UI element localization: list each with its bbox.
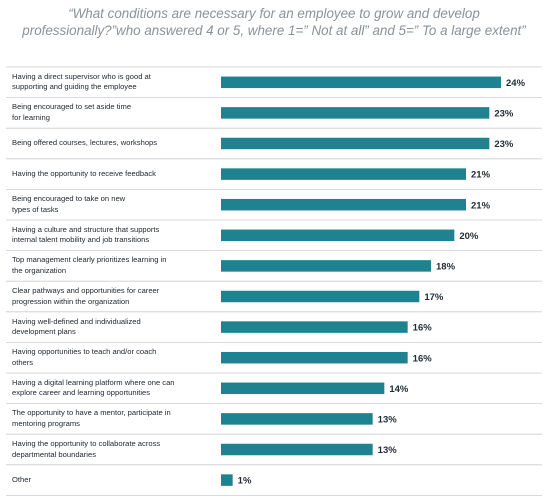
category-label-line: development plans [12, 327, 76, 337]
bar [221, 474, 233, 486]
category-label: Clear pathways and opportunities for car… [12, 286, 212, 307]
category-label-line: Having the opportunity to collaborate ac… [12, 439, 161, 448]
bar-value-label: 18% [436, 262, 456, 273]
bar-value-label: 13% [378, 445, 398, 456]
bar [221, 107, 490, 119]
chart-title: “What conditions are necessary for an em… [0, 5, 548, 39]
bar-value-label: 16% [413, 323, 433, 334]
chart-title-line-1: “What conditions are necessary for an em… [68, 6, 480, 21]
bar-value-label: 24% [506, 78, 526, 89]
category-label: Having opportunities to teach and/or coa… [12, 347, 212, 368]
bar [221, 76, 501, 89]
category-label-line: the organization [12, 265, 67, 275]
bar [221, 443, 373, 456]
category-label-line: departmental boundaries [12, 449, 97, 459]
bar-value-label: 1% [238, 476, 252, 487]
category-label: Having a direct supervisor who is good a… [12, 72, 212, 93]
category-label: The opportunity to have a mentor, partic… [12, 408, 212, 429]
bar-value-label: 13% [378, 415, 398, 426]
category-label: Having well-defined and individualized de… [12, 317, 212, 338]
category-label: Being offered courses, lectures, worksho… [12, 138, 212, 149]
bar-value-label: 23% [494, 139, 514, 150]
category-label-line: Other [12, 474, 31, 484]
category-label-line: Having a digital learning platform where… [12, 377, 175, 387]
category-label-line: types of tasks [12, 204, 59, 214]
bar [221, 229, 455, 242]
category-label-line: Having well-defined and individualized [12, 316, 141, 326]
category-label-line: Having a culture and structure that supp… [12, 224, 160, 234]
category-label: Having the opportunity to collaborate ac… [12, 439, 212, 460]
chart-title-line-2: professionally?”who answered 4 or 5, whe… [22, 23, 526, 38]
category-label-line: others [12, 357, 34, 367]
bar-value-label: 21% [471, 200, 491, 211]
category-label-line: mentoring programs [12, 418, 80, 428]
category-label: Being encouraged to take on new types of … [12, 194, 212, 215]
bar [221, 137, 490, 150]
bar [221, 351, 408, 364]
category-label-line: Having the opportunity to receive feedba… [12, 168, 156, 178]
category-label: Other [12, 475, 212, 486]
category-label-line: progression within the organization [12, 296, 130, 306]
bar [221, 382, 385, 395]
category-label-line: supporting and guiding the employee [12, 82, 137, 92]
bar-value-label: 14% [389, 384, 409, 395]
category-label-line: Being encouraged to set aside time [12, 102, 132, 112]
category-label: Having a digital learning platform where… [12, 378, 212, 399]
bar [221, 260, 431, 272]
bar [221, 413, 373, 425]
bar [221, 321, 408, 333]
bar [221, 290, 420, 303]
category-label-line: internal talent mobility and job transit… [12, 235, 150, 245]
bar-value-label: 17% [424, 292, 444, 303]
category-label: Top management clearly prioritizes learn… [12, 255, 212, 276]
bar-value-label: 23% [494, 109, 514, 120]
category-label-line: Being encouraged to take on new [12, 194, 126, 204]
category-label-line: Having a direct supervisor who is good a… [12, 71, 151, 81]
category-label: Being encouraged to set aside time for le… [12, 102, 212, 123]
bar [221, 168, 466, 180]
category-label: Having the opportunity to receive feedba… [12, 169, 212, 180]
category-label-line: Having opportunities to teach and/or coa… [12, 347, 157, 357]
category-label-line: The opportunity to have a mentor, partic… [12, 408, 171, 418]
bar-value-label: 20% [459, 231, 479, 242]
bar-value-label: 21% [471, 170, 491, 181]
category-label-line: Being offered courses, lectures, worksho… [12, 138, 158, 148]
category-label-line: Clear pathways and opportunities for car… [12, 286, 160, 295]
category-label-line: Top management clearly prioritizes learn… [12, 255, 167, 265]
category-label-line: for learning [12, 112, 50, 122]
bar [221, 198, 466, 211]
category-label: Having a culture and structure that supp… [12, 225, 212, 246]
bar-value-label: 16% [413, 353, 433, 364]
category-label-line: explore career and learning opportunitie… [12, 388, 151, 398]
